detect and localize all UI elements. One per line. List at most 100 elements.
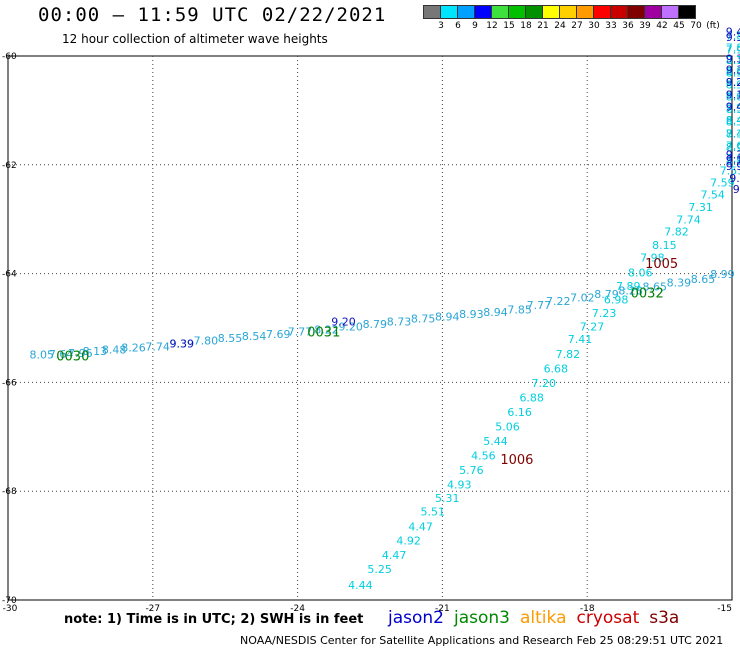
colorbar-label: 36 (622, 21, 634, 31)
swh-value: 7.41 (568, 333, 593, 346)
colorbar-labels: 3 6 9 12 15 18 21 24 27 30 33 36 39 42 45 70 (ft) (423, 21, 740, 33)
swh-value: 5.06 (495, 420, 520, 433)
swh-value: 7.98 (640, 252, 665, 265)
colorbar-label: 45 (673, 21, 685, 31)
swh-value: 7.35 (726, 128, 740, 141)
swh-value: 8.39 (667, 277, 692, 290)
swh-value: 8.22 (314, 323, 339, 336)
legend-entry-jason3: jason3 (454, 608, 510, 628)
swh-value: 8.90 (726, 141, 740, 154)
legend-entry-altika: altika (520, 608, 567, 628)
colorbar-label: 27 (571, 21, 583, 31)
swh-value: 7.93 (726, 101, 740, 114)
swh-value: 8.80 (726, 65, 740, 78)
swh-value: 6.88 (519, 391, 544, 404)
pass-time-label: 0031 (307, 326, 340, 341)
colorbar-label: 6 (455, 21, 461, 31)
swh-value: 4.93 (447, 478, 472, 491)
y-tick-label: -62 (2, 161, 17, 171)
swh-value: 8.48 (102, 344, 127, 357)
colorbar-label: 3 (438, 21, 444, 31)
swh-value: 5.76 (459, 464, 484, 477)
x-tick-label: -21 (435, 604, 450, 614)
swh-value: 7.82 (556, 348, 581, 361)
colorbar-label: 9 (472, 21, 478, 31)
swh-value: 7.96 (68, 347, 93, 360)
swh-value: 5.44 (483, 435, 508, 448)
legend-entry-jason2: jason2 (388, 608, 444, 628)
swh-value: 7.54 (700, 189, 725, 202)
swh-value: 9.90 (726, 160, 740, 173)
colorbar-label: 70 (690, 21, 702, 31)
swh-value: 7.69 (266, 328, 291, 341)
swh-value: 7.74 (676, 214, 701, 227)
swh-value: 9.16 (726, 154, 740, 167)
swh-value: 7.20 (532, 377, 557, 390)
swh-value: 9.13 (726, 88, 740, 101)
swh-value: 7.22 (546, 295, 571, 308)
swh-value: 4.44 (348, 579, 373, 592)
swh-value: 7.77 (288, 326, 313, 339)
colorbar-cell (678, 5, 696, 19)
swh-value: 6.16 (507, 406, 532, 419)
swh-value: 8.54 (242, 330, 267, 343)
swh-value: 8.38 (726, 103, 740, 116)
swh-value: 9.45 (726, 100, 740, 113)
swh-value: 7.82 (664, 226, 689, 239)
units-note: note: 1) Time is in UTC; 2) SWH is in fe… (64, 612, 364, 627)
swh-value: 8.84 (726, 155, 740, 168)
swh-value: 9.47 (726, 25, 740, 38)
swh-value: 8.82 (726, 91, 740, 104)
colorbar-label: 21 (537, 21, 549, 31)
swh-value: 9.32 (726, 148, 740, 161)
swh-value: 6.68 (544, 363, 569, 376)
swh-value: 9.30 (726, 31, 740, 44)
swh-value: 8.45 (726, 128, 740, 141)
swh-value: 5.25 (367, 563, 392, 576)
swh-value: 9.39 (170, 338, 195, 351)
swh-value: 9.30 (726, 53, 740, 66)
pass-time-label: 0030 (56, 350, 89, 365)
swh-value: 8.77 (726, 54, 740, 67)
colorbar-label: 30 (588, 21, 600, 31)
swh-value: 9.20 (338, 321, 363, 334)
swh-value: 8.79 (363, 318, 388, 331)
y-edge-label: -70 (2, 596, 17, 606)
swh-value: 8.05 (30, 348, 55, 361)
x-tick-label: -24 (290, 604, 305, 614)
y-edge-label: -60 (2, 52, 17, 62)
swh-value: 7.80 (194, 334, 219, 347)
swh-value: 9.24 (726, 76, 740, 89)
legend-entry-s3a: s3a (649, 608, 680, 628)
swh-value: 9.39 (170, 338, 195, 351)
swh-value: 8.65 (643, 280, 668, 293)
swh-value: 4.47 (408, 520, 433, 533)
plot-frame (7, 55, 733, 601)
colorbar-label: 33 (605, 21, 617, 31)
swh-value: 7.77 (527, 299, 552, 312)
swh-value: 8.11 (726, 54, 740, 67)
swh-value: 7.74 (145, 340, 170, 353)
swh-value: 8.26 (121, 341, 146, 354)
swh-value: 7.27 (580, 321, 605, 334)
swh-value: 8.94 (726, 67, 740, 80)
swh-value: 7.02 (570, 291, 595, 304)
swh-value: 9. (733, 183, 740, 196)
swh-value: 8.35 (726, 116, 740, 129)
swh-value: 7.97 (726, 43, 740, 56)
y-tick-label: -68 (2, 487, 17, 497)
x-tick-label: -18 (580, 604, 595, 614)
colorbar-label: 24 (554, 21, 566, 31)
swh-value: 9.7 (729, 172, 740, 185)
x-tick-label: -27 (145, 604, 160, 614)
swh-value: 7.64 (49, 348, 74, 361)
legend-entry-cryosat: cryosat (576, 608, 640, 628)
swh-value: 8.79 (594, 288, 619, 301)
swh-value: 5.51 (420, 506, 445, 519)
swh-value: 4.47 (382, 549, 407, 562)
swh-value: 4.92 (396, 535, 421, 548)
credit-line: NOAA/NESDIS Center for Satellite Applica… (240, 634, 724, 647)
swh-value: 4.56 (471, 450, 496, 463)
swh-value: 8.15 (652, 239, 677, 252)
